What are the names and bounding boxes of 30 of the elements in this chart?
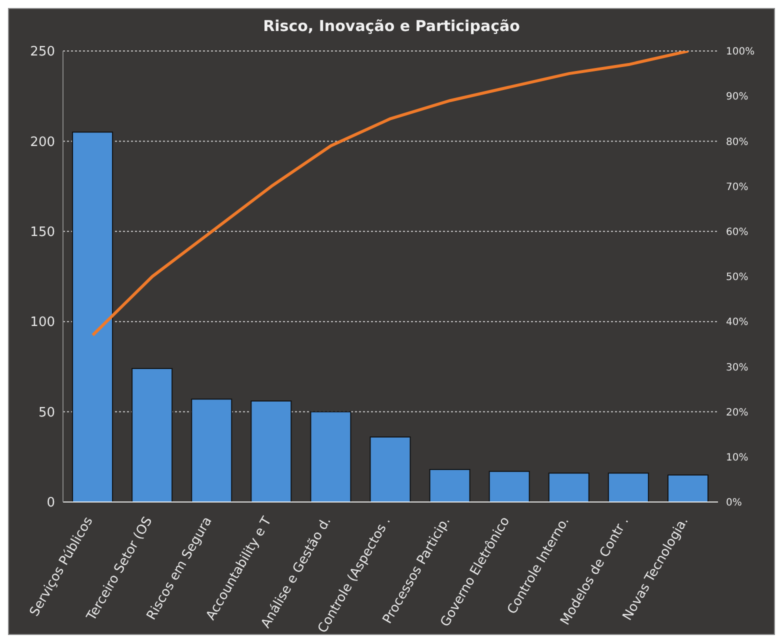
- y2-tick-label: 20%: [726, 407, 748, 418]
- y2-tick-label: 80%: [726, 136, 748, 148]
- bar: [370, 436, 411, 502]
- y-tick-label: 200: [30, 134, 55, 150]
- y2-tick-label: 50%: [726, 272, 748, 284]
- bar: [310, 411, 352, 502]
- bar: [548, 472, 590, 502]
- y-tick-label: 50: [38, 405, 55, 420]
- bar: [132, 368, 173, 502]
- y2-tick-label: 60%: [726, 226, 748, 238]
- line-series: [91, 51, 690, 337]
- y2-tick-label: 10%: [726, 452, 748, 464]
- y2-tick-label: 0%: [726, 498, 742, 509]
- bar: [667, 474, 708, 502]
- y-tick-label: 0: [46, 496, 55, 511]
- y2-tick-label: 70%: [726, 182, 748, 193]
- bar: [608, 472, 649, 502]
- y-tick-label: 150: [30, 225, 55, 240]
- chart-title: Risco, Inovação e Participação: [262, 16, 521, 37]
- bar: [250, 400, 292, 502]
- y-tick-label: 100: [30, 315, 55, 330]
- bar: [72, 132, 114, 502]
- bar: [488, 470, 530, 502]
- y-tick-label: 250: [30, 44, 55, 60]
- y2-tick-label: 30%: [726, 362, 748, 374]
- y2-tick-label: 90%: [726, 92, 748, 103]
- y2-tick-label: 40%: [726, 317, 748, 328]
- y2-tick-label: 100%: [726, 46, 755, 58]
- bar: [191, 398, 232, 502]
- bar: [429, 469, 470, 502]
